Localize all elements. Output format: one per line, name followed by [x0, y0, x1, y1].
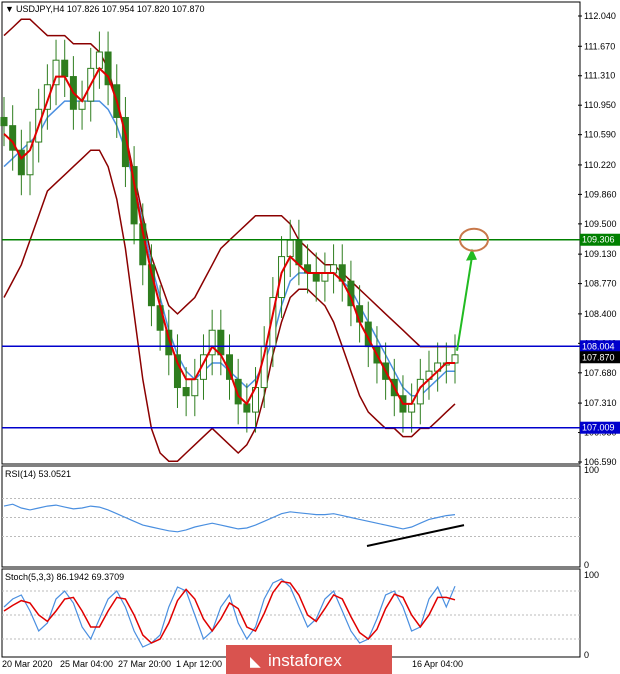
candle-body	[17, 149, 25, 176]
price-y-tick-label: 107.680	[584, 368, 617, 378]
target-circle	[459, 227, 489, 252]
candle-body	[321, 272, 329, 282]
current-price-label-bg	[580, 351, 620, 364]
level-label-bg	[580, 233, 620, 246]
watermark-text: instaforex	[268, 651, 342, 670]
dropdown-triangle-icon[interactable]: ▼	[5, 4, 14, 14]
candle-body	[286, 239, 294, 258]
candle-body	[173, 354, 181, 389]
x-tick-label: 27 Mar 20:00	[118, 659, 171, 669]
rsi-y-tick-label: 100	[584, 465, 599, 475]
stoch-main-line	[3, 578, 456, 648]
rsi-panel-frame	[1, 465, 581, 568]
instaforex-watermark: ◣ instaforex	[226, 645, 392, 674]
level-label: 109.306	[582, 235, 615, 245]
candle-body	[165, 329, 173, 356]
rsi-line	[3, 503, 456, 533]
fast-ma-line	[3, 66, 455, 406]
candle-body	[408, 403, 416, 413]
price-y-tick-label: 111.670	[584, 41, 615, 51]
price-y-tick-label: 109.130	[584, 249, 617, 259]
candle-body	[295, 239, 303, 266]
price-y-tick-label: 109.500	[584, 219, 617, 229]
price-y-tick-label: 108.770	[584, 279, 617, 289]
price-y-tick-label: 108.400	[584, 309, 617, 319]
candle-body	[26, 141, 34, 176]
rsi-trend-line	[366, 524, 465, 547]
candle-body	[451, 354, 459, 364]
axis-layer: 112.040 111.670 111.310 110.950 110.590 110.2…	[2, 11, 620, 669]
price-y-tick-label: 107.310	[584, 398, 617, 408]
x-tick-label: 16 Apr 04:00	[412, 659, 463, 669]
candle-body	[52, 59, 60, 86]
candle-body	[95, 51, 103, 69]
candle-body	[191, 378, 199, 397]
candle-body	[217, 329, 225, 356]
stoch-panel-frame	[1, 568, 581, 658]
candle-body	[104, 51, 112, 86]
candle-body	[208, 329, 216, 356]
price-y-tick-label: 110.590	[584, 130, 616, 140]
price-y-tick-label: 111.310	[584, 71, 615, 81]
level-label-bg	[580, 340, 620, 353]
stoch-layer	[2, 578, 580, 648]
price-y-tick-label: 109.860	[584, 189, 617, 199]
rsi-y-tick-label: 0	[584, 560, 589, 570]
candle-body	[234, 378, 242, 405]
level-label: 108.004	[582, 341, 615, 351]
watermark-logo-icon: ◣	[250, 653, 261, 669]
lower-band-line	[3, 149, 456, 462]
x-tick-label: 25 Mar 04:00	[60, 659, 113, 669]
candle-body	[182, 387, 190, 397]
stoch-y-tick-label: 0	[584, 650, 589, 660]
stoch-y-tick-label: 100	[584, 570, 599, 580]
price-y-tick-label: 112.040	[584, 11, 616, 21]
target-arrow-line	[456, 256, 473, 351]
candle-body	[312, 272, 320, 282]
candle-body	[43, 84, 51, 110]
price-y-tick-label: 110.220	[584, 160, 616, 170]
symbol-info: USDJPY,H4 107.826 107.954 107.820 107.87…	[16, 4, 205, 14]
level-label-bg	[580, 421, 620, 434]
price-y-tick-label: 106.590	[584, 457, 617, 467]
price-layer	[0, 18, 580, 462]
candle-body	[0, 116, 8, 127]
x-tick-label: 20 Mar 2020	[2, 659, 53, 669]
x-tick-label: 1 Apr 12:00	[176, 659, 222, 669]
stoch-title: Stoch(5,3,3) 86.1942 69.3709	[5, 572, 124, 582]
stoch-signal-line	[3, 580, 456, 644]
rsi-title: RSI(14) 53.0521	[5, 469, 71, 479]
candle-body	[121, 116, 129, 168]
price-y-tick-label: 110.950	[584, 100, 616, 110]
rsi-layer	[2, 498, 580, 547]
current-price-label: 107.870	[582, 352, 615, 362]
candle-body	[61, 59, 69, 78]
target-arrow-head-icon	[466, 248, 477, 261]
candle-body	[330, 264, 338, 274]
level-label: 107.009	[582, 423, 615, 433]
